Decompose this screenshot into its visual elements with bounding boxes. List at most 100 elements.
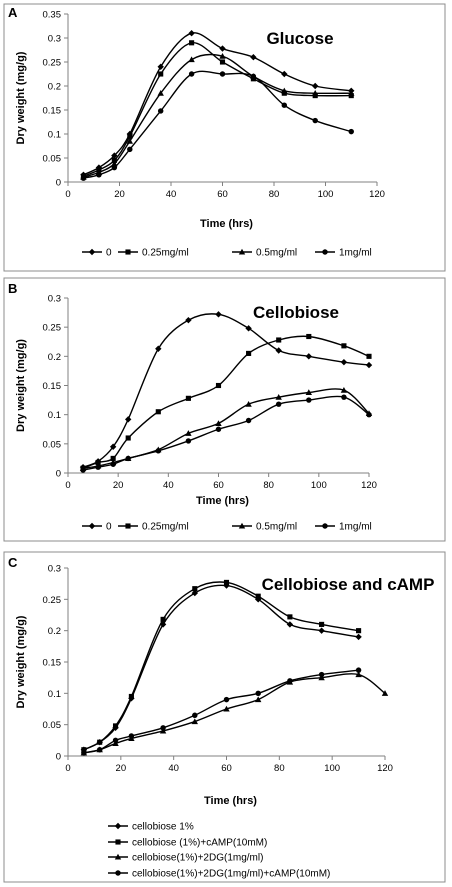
y-tick-label: 0.15 [43, 106, 62, 117]
data-point [355, 671, 362, 678]
data-point [245, 325, 252, 332]
legend-marker [88, 248, 96, 256]
legend-item: 0.5mg/ml [232, 522, 297, 533]
legend-item: 1mg/ml [315, 522, 372, 533]
panel-label: C [8, 555, 18, 570]
y-tick-label: 0.25 [43, 58, 62, 69]
data-point [275, 393, 282, 400]
data-point [306, 333, 312, 340]
data-point [286, 621, 294, 628]
data-point [255, 696, 262, 703]
chart-title: Glucose [266, 29, 333, 48]
y-tick-label: 0 [56, 178, 61, 189]
data-point [155, 409, 161, 415]
legend-item: 0.5mg/ml [232, 248, 297, 259]
chart-panel-C: C 0 0.05 0.1 0.15 0.2 0.25 0.3 0 20 40 60 80 100 120 Ce… [3, 551, 446, 883]
y-tick-label: 0.15 [43, 381, 62, 392]
data-point [276, 337, 282, 343]
chart-title: Cellobiose and cAMP [262, 575, 435, 594]
data-point [157, 90, 164, 96]
data-point [275, 347, 282, 354]
data-point [219, 45, 226, 52]
data-point [223, 696, 230, 703]
data-point [159, 621, 167, 628]
data-point [366, 353, 372, 359]
y-tick-label: 0.3 [48, 294, 61, 305]
series-1 [79, 311, 373, 471]
legend-marker [125, 249, 131, 255]
legend-item: 0 [82, 522, 112, 533]
legend-marker [114, 853, 122, 860]
legend: cellobiose 1% cellobiose (1%)+cAMP(10mM) c… [108, 822, 330, 880]
series-line [82, 335, 370, 469]
panel-label: B [8, 281, 17, 296]
data-point [348, 90, 355, 96]
data-point [255, 690, 261, 697]
x-tick-label: 120 [361, 480, 377, 491]
y-tick-label: 0.05 [43, 720, 62, 731]
y-tick-label: 0.15 [43, 658, 62, 669]
y-tick-label: 0.2 [48, 352, 61, 363]
data-point [191, 589, 198, 597]
legend-marker [322, 523, 328, 529]
data-point [185, 395, 191, 401]
data-point [305, 353, 312, 360]
data-point [112, 737, 119, 744]
legend-label: 0.25mg/ml [142, 522, 189, 533]
x-tick-label: 20 [113, 480, 124, 491]
data-point [111, 164, 118, 171]
data-point [111, 152, 118, 159]
data-point [185, 430, 192, 436]
y-axis-label: Dry weight (mg/g) [15, 51, 27, 144]
data-point [281, 102, 288, 108]
legend-item: cellobiose 1% [108, 822, 194, 833]
data-point [340, 358, 348, 366]
series-1 [80, 582, 362, 753]
legend-label: 0 [106, 522, 112, 533]
data-point [192, 712, 198, 718]
data-point [215, 426, 222, 432]
chart-title: Cellobiose [253, 303, 339, 322]
x-tick-label: 60 [221, 763, 232, 774]
data-point [185, 316, 192, 324]
data-point [96, 172, 102, 178]
data-point [275, 401, 282, 407]
x-tick-label: 40 [166, 189, 177, 200]
x-tick-label: 100 [324, 763, 340, 774]
legend-label: 0.5mg/ml [256, 522, 297, 533]
legend-label: 1mg/ml [339, 522, 372, 533]
data-point [312, 117, 318, 124]
y-tick-label: 0.25 [43, 595, 62, 606]
legend-marker [322, 249, 328, 255]
data-point [356, 628, 362, 634]
data-point [185, 438, 192, 444]
y-tick-label: 0.1 [48, 130, 61, 141]
x-tick-label: 80 [263, 480, 274, 491]
data-point [312, 90, 319, 96]
series-4 [80, 70, 354, 181]
x-tick-label: 80 [269, 189, 280, 200]
series-line [83, 70, 352, 179]
data-point [159, 727, 167, 734]
legend-item: 0.25mg/ml [118, 522, 189, 533]
chart-panel-B: B 0 0.05 0.1 0.15 0.2 0.25 0.3 0 20 40 60 80 100 120 Ce… [3, 277, 446, 542]
legend-label: 0 [106, 248, 112, 259]
y-tick-label: 0.2 [48, 82, 61, 93]
data-point [95, 464, 101, 470]
data-point [96, 747, 103, 753]
data-point [155, 448, 162, 454]
data-point [341, 343, 347, 349]
data-point [318, 671, 325, 678]
y-tick-label: 0.1 [48, 410, 61, 421]
data-point [219, 71, 226, 77]
data-point [126, 138, 133, 144]
data-point [215, 311, 222, 318]
legend-item: 0.25mg/ml [118, 248, 189, 259]
x-axis-label: Time (hrs) [200, 218, 253, 230]
data-point [255, 593, 261, 599]
data-point [188, 30, 195, 37]
data-point [112, 740, 119, 747]
x-axis-label: Time (hrs) [196, 495, 249, 507]
data-point [188, 56, 195, 63]
y-axis-label: Dry weight (mg/g) [15, 339, 27, 432]
